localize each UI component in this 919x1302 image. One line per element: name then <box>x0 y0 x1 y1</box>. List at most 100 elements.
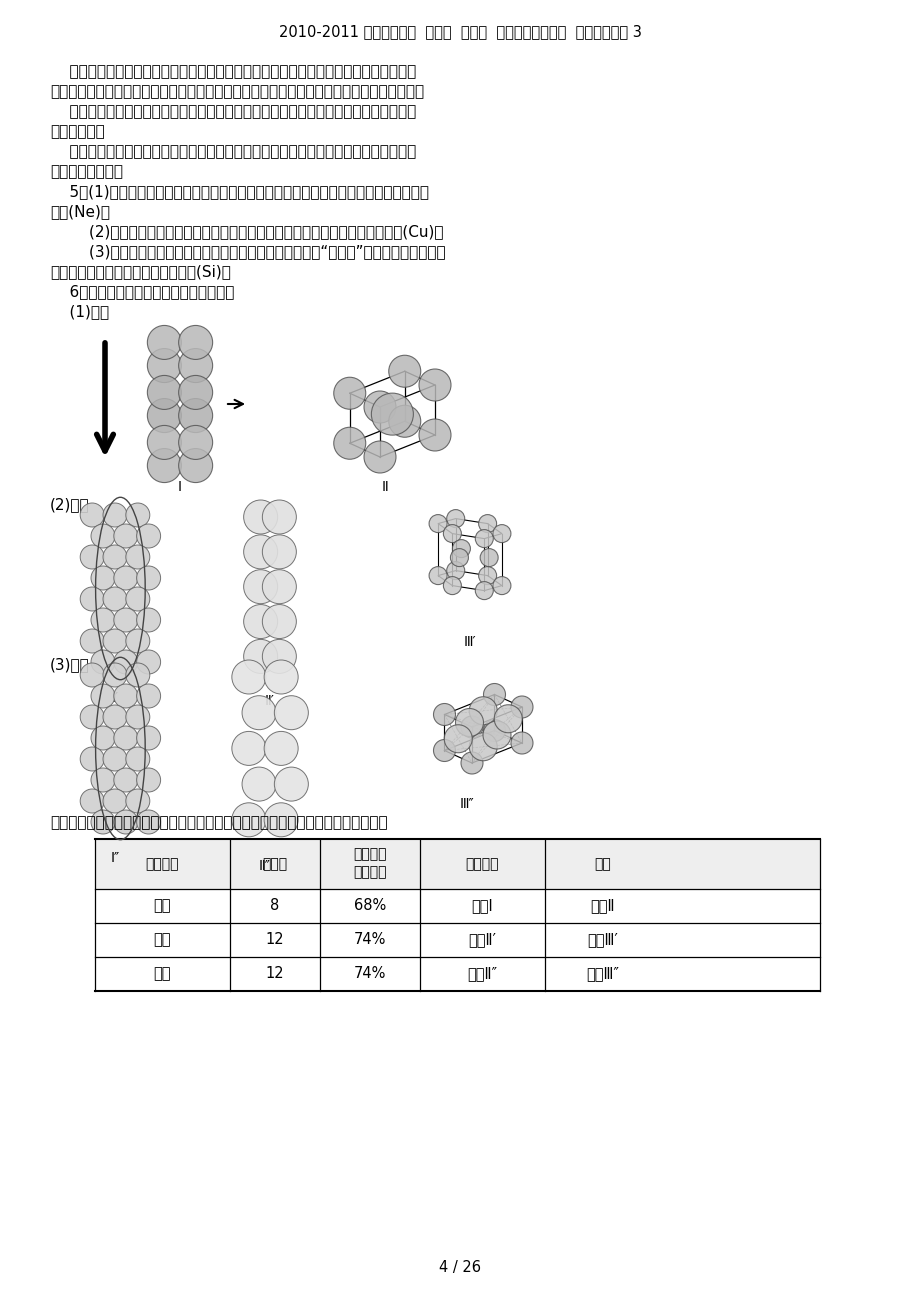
Circle shape <box>510 732 532 754</box>
Text: Ⅲ′: Ⅲ′ <box>463 635 476 648</box>
Circle shape <box>147 375 181 409</box>
Circle shape <box>262 639 296 673</box>
Text: 4 / 26: 4 / 26 <box>438 1260 481 1275</box>
Text: Ⅰ: Ⅰ <box>177 480 182 493</box>
Circle shape <box>126 704 150 729</box>
Circle shape <box>114 566 138 590</box>
Circle shape <box>103 663 127 687</box>
Text: 68%: 68% <box>354 898 386 914</box>
Circle shape <box>126 663 150 687</box>
Circle shape <box>103 629 127 654</box>
Circle shape <box>418 419 450 450</box>
Circle shape <box>510 697 532 717</box>
Circle shape <box>91 810 115 835</box>
Circle shape <box>136 523 161 548</box>
Text: 12: 12 <box>266 966 284 982</box>
Circle shape <box>91 684 115 708</box>
Circle shape <box>80 587 104 611</box>
Circle shape <box>80 747 104 771</box>
Text: 见图Ⅲ″: 见图Ⅲ″ <box>585 966 618 982</box>
Text: Ⅰ′: Ⅰ′ <box>111 691 119 704</box>
Text: 6．三种金属晶体的堆积模型分别如下。: 6．三种金属晶体的堆积模型分别如下。 <box>50 284 234 299</box>
Circle shape <box>114 684 138 708</box>
Text: 堆积方式: 堆积方式 <box>465 857 499 871</box>
Circle shape <box>244 500 278 534</box>
Circle shape <box>480 548 497 566</box>
Text: 动形成电流。: 动形成电流。 <box>50 124 105 139</box>
Text: 8: 8 <box>270 898 279 914</box>
Text: 导电性：金属晶体中弥漫在金属原子之间的电子气，在外加电场的作用下，发生定向移: 导电性：金属晶体中弥漫在金属原子之间的电子气，在外加电场的作用下，发生定向移 <box>50 104 415 118</box>
Text: Ⅱ″: Ⅱ″ <box>259 858 270 872</box>
Circle shape <box>136 608 161 631</box>
Circle shape <box>136 684 161 708</box>
Circle shape <box>91 523 115 548</box>
Text: 2010-2011 学年高中化学  第三章  第三节  金属晶体同步学案  新人教版选修 3: 2010-2011 学年高中化学 第三章 第三节 金属晶体同步学案 新人教版选修… <box>278 23 641 39</box>
Circle shape <box>493 577 510 595</box>
Circle shape <box>433 703 455 725</box>
Circle shape <box>80 663 104 687</box>
Circle shape <box>232 803 266 837</box>
Circle shape <box>126 546 150 569</box>
Text: (3)铜型: (3)铜型 <box>50 658 90 672</box>
Text: 是氖(Ne)。: 是氖(Ne)。 <box>50 204 110 219</box>
Circle shape <box>80 789 104 812</box>
Circle shape <box>334 378 366 409</box>
Circle shape <box>80 503 104 527</box>
Circle shape <box>103 546 127 569</box>
Circle shape <box>114 727 138 750</box>
Circle shape <box>136 768 161 792</box>
Circle shape <box>262 604 296 638</box>
Text: (2)根据金属晶体的性质有良好的导电性，燕点较高，可判断该固态物质是铜(Cu)。: (2)根据金属晶体的性质有良好的导电性，燕点较高，可判断该固态物质是铜(Cu)。 <box>50 224 443 240</box>
Circle shape <box>136 727 161 750</box>
Circle shape <box>178 426 212 460</box>
Circle shape <box>428 566 447 585</box>
Circle shape <box>475 530 493 548</box>
Text: 5．(1)根据分子晶体分子之间存在的是分子间作用力，燕点很低，由此判断该固态物质: 5．(1)根据分子晶体分子之间存在的是分子间作用力，燕点很低，由此判断该固态物质 <box>50 184 428 199</box>
Circle shape <box>178 326 212 359</box>
Text: 金属晶体: 金属晶体 <box>145 857 179 871</box>
Text: 来的排列方式，而且弥漫在金属原子间的电子气可以起到类似轴承中滚珠之间润滑剂的作用。: 来的排列方式，而且弥漫在金属原子间的电子气可以起到类似轴承中滚珠之间润滑剂的作用… <box>50 85 424 99</box>
Circle shape <box>147 426 181 460</box>
Circle shape <box>494 704 522 733</box>
Text: (1)钒型: (1)钒型 <box>50 303 109 319</box>
Text: (3)根据原子晶体是一个三维的共价键网状结构。是一个“巨分子”，有着高硬度、高燕: (3)根据原子晶体是一个三维的共价键网状结构。是一个“巨分子”，有着高硬度、高燕 <box>50 243 445 259</box>
Text: 间利用率: 间利用率 <box>353 865 386 879</box>
Circle shape <box>244 604 278 638</box>
Circle shape <box>244 639 278 673</box>
Circle shape <box>483 720 505 742</box>
Text: Ⅱ: Ⅱ <box>381 480 388 493</box>
Text: Ⅲ″: Ⅲ″ <box>460 797 474 811</box>
Circle shape <box>114 768 138 792</box>
Text: 延展性：当金属受到外力作用时，晶体中的各原子层就会发生相对滑动，但不会改变原: 延展性：当金属受到外力作用时，晶体中的各原子层就会发生相对滑动，但不会改变原 <box>50 64 415 79</box>
Circle shape <box>334 427 366 460</box>
Circle shape <box>126 503 150 527</box>
Circle shape <box>244 570 278 604</box>
Text: Ⅰ″: Ⅰ″ <box>110 852 119 865</box>
Text: Ⅱ′: Ⅱ′ <box>265 694 275 708</box>
Text: 74%: 74% <box>354 966 386 982</box>
Circle shape <box>147 349 181 383</box>
Circle shape <box>178 375 212 409</box>
Circle shape <box>443 525 461 543</box>
Text: 到温度低的部分。: 到温度低的部分。 <box>50 164 123 178</box>
Circle shape <box>136 566 161 590</box>
Circle shape <box>91 650 115 674</box>
Circle shape <box>262 570 296 604</box>
Circle shape <box>469 697 496 725</box>
Circle shape <box>178 449 212 483</box>
Circle shape <box>455 708 483 737</box>
Circle shape <box>114 608 138 631</box>
Text: 见图Ⅱ″: 见图Ⅱ″ <box>467 966 497 982</box>
Circle shape <box>136 650 161 674</box>
Circle shape <box>242 695 276 729</box>
Text: 原子的空: 原子的空 <box>353 848 386 861</box>
Circle shape <box>114 650 138 674</box>
Circle shape <box>389 405 420 437</box>
Circle shape <box>91 768 115 792</box>
Text: 导热性：金属晶体中，弥漫在金属原子之间的电子气运动时，把能量从温度高的部分传: 导热性：金属晶体中，弥漫在金属原子之间的电子气运动时，把能量从温度高的部分传 <box>50 145 415 159</box>
Circle shape <box>264 803 298 837</box>
Text: 12: 12 <box>266 932 284 948</box>
Text: 铜型: 铜型 <box>153 966 171 982</box>
Circle shape <box>103 704 127 729</box>
Circle shape <box>444 725 471 753</box>
